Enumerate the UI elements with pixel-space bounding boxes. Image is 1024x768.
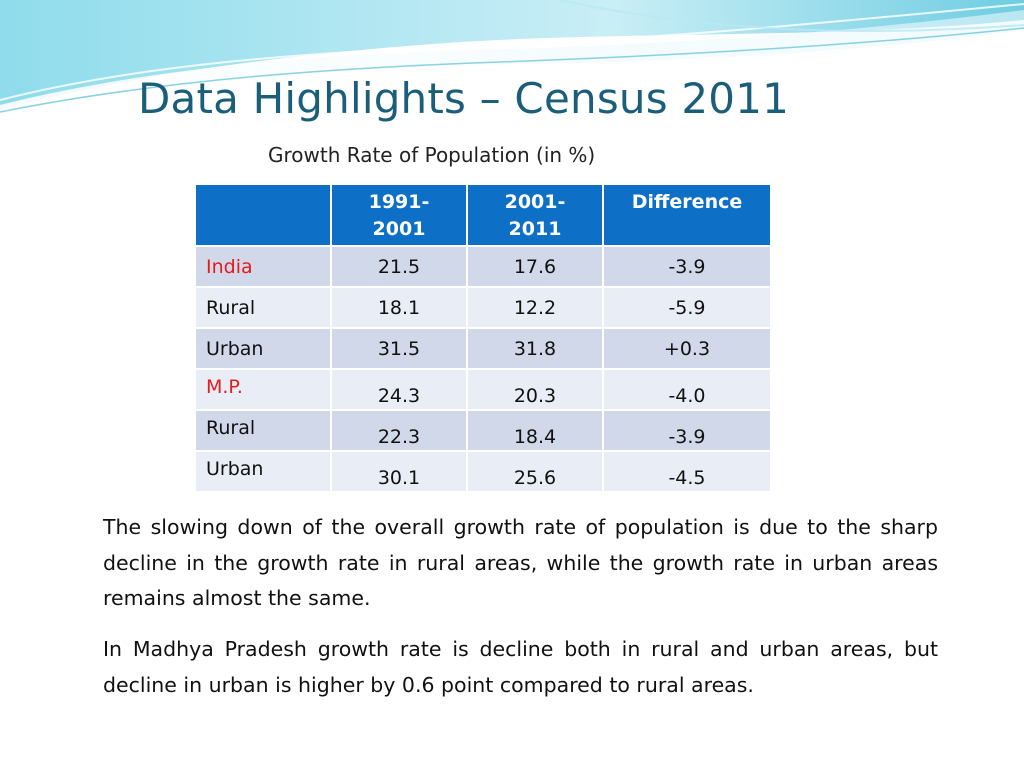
table-caption: Growth Rate of Population (in %)	[268, 143, 596, 167]
table-row: Rural 22.3 18.4 -3.9	[194, 409, 772, 452]
table-header-row: 1991- 2001 2001- 2011 Difference	[194, 183, 772, 247]
table-row: Urban 31.5 31.8 +0.3	[194, 327, 772, 370]
cell-value: 12.2	[466, 286, 604, 329]
table-row: Urban 30.1 25.6 -4.5	[194, 450, 772, 493]
header-label: 1991- 2001	[368, 191, 430, 240]
cell-value: 20.3	[466, 368, 604, 411]
header-cell-empty	[194, 183, 332, 247]
cell-difference: -3.9	[602, 409, 772, 452]
cell-value: 24.3	[330, 368, 468, 411]
header-wave-decoration	[0, 0, 1024, 115]
cell-difference: -3.9	[602, 245, 772, 288]
row-label-urban: Urban	[194, 327, 332, 370]
cell-difference: -5.9	[602, 286, 772, 329]
header-label: 2001- 2011	[504, 191, 566, 240]
row-label-india: India	[194, 245, 332, 288]
header-cell-2001-2011: 2001- 2011	[466, 183, 604, 247]
cell-value: 30.1	[330, 450, 468, 493]
header-cell-difference: Difference	[602, 183, 772, 247]
page-title: Data Highlights – Census 2011	[138, 74, 790, 123]
table-row: M.P. 24.3 20.3 -4.0	[194, 368, 772, 411]
cell-value: 17.6	[466, 245, 604, 288]
cell-difference: +0.3	[602, 327, 772, 370]
cell-value: 25.6	[466, 450, 604, 493]
cell-difference: -4.5	[602, 450, 772, 493]
cell-value: 18.1	[330, 286, 468, 329]
header-label: Difference	[631, 191, 743, 213]
cell-difference: -4.0	[602, 368, 772, 411]
row-label-rural: Rural	[194, 286, 332, 329]
row-label-rural: Rural	[194, 409, 332, 452]
cell-value: 31.8	[466, 327, 604, 370]
summary-paragraph-india: The slowing down of the overall growth r…	[103, 515, 938, 610]
row-label-urban: Urban	[194, 450, 332, 493]
cell-value: 21.5	[330, 245, 468, 288]
table-row: India 21.5 17.6 -3.9	[194, 245, 772, 288]
cell-value: 22.3	[330, 409, 468, 452]
table-row: Rural 18.1 12.2 -5.9	[194, 286, 772, 329]
header-cell-1991-2001: 1991- 2001	[330, 183, 468, 247]
growth-rate-table: 1991- 2001 2001- 2011 Difference India 2…	[194, 183, 772, 493]
row-label-mp: M.P.	[194, 368, 332, 411]
cell-value: 31.5	[330, 327, 468, 370]
cell-value: 18.4	[466, 409, 604, 452]
summary-paragraph-mp: In Madhya Pradesh growth rate is decline…	[103, 637, 938, 697]
